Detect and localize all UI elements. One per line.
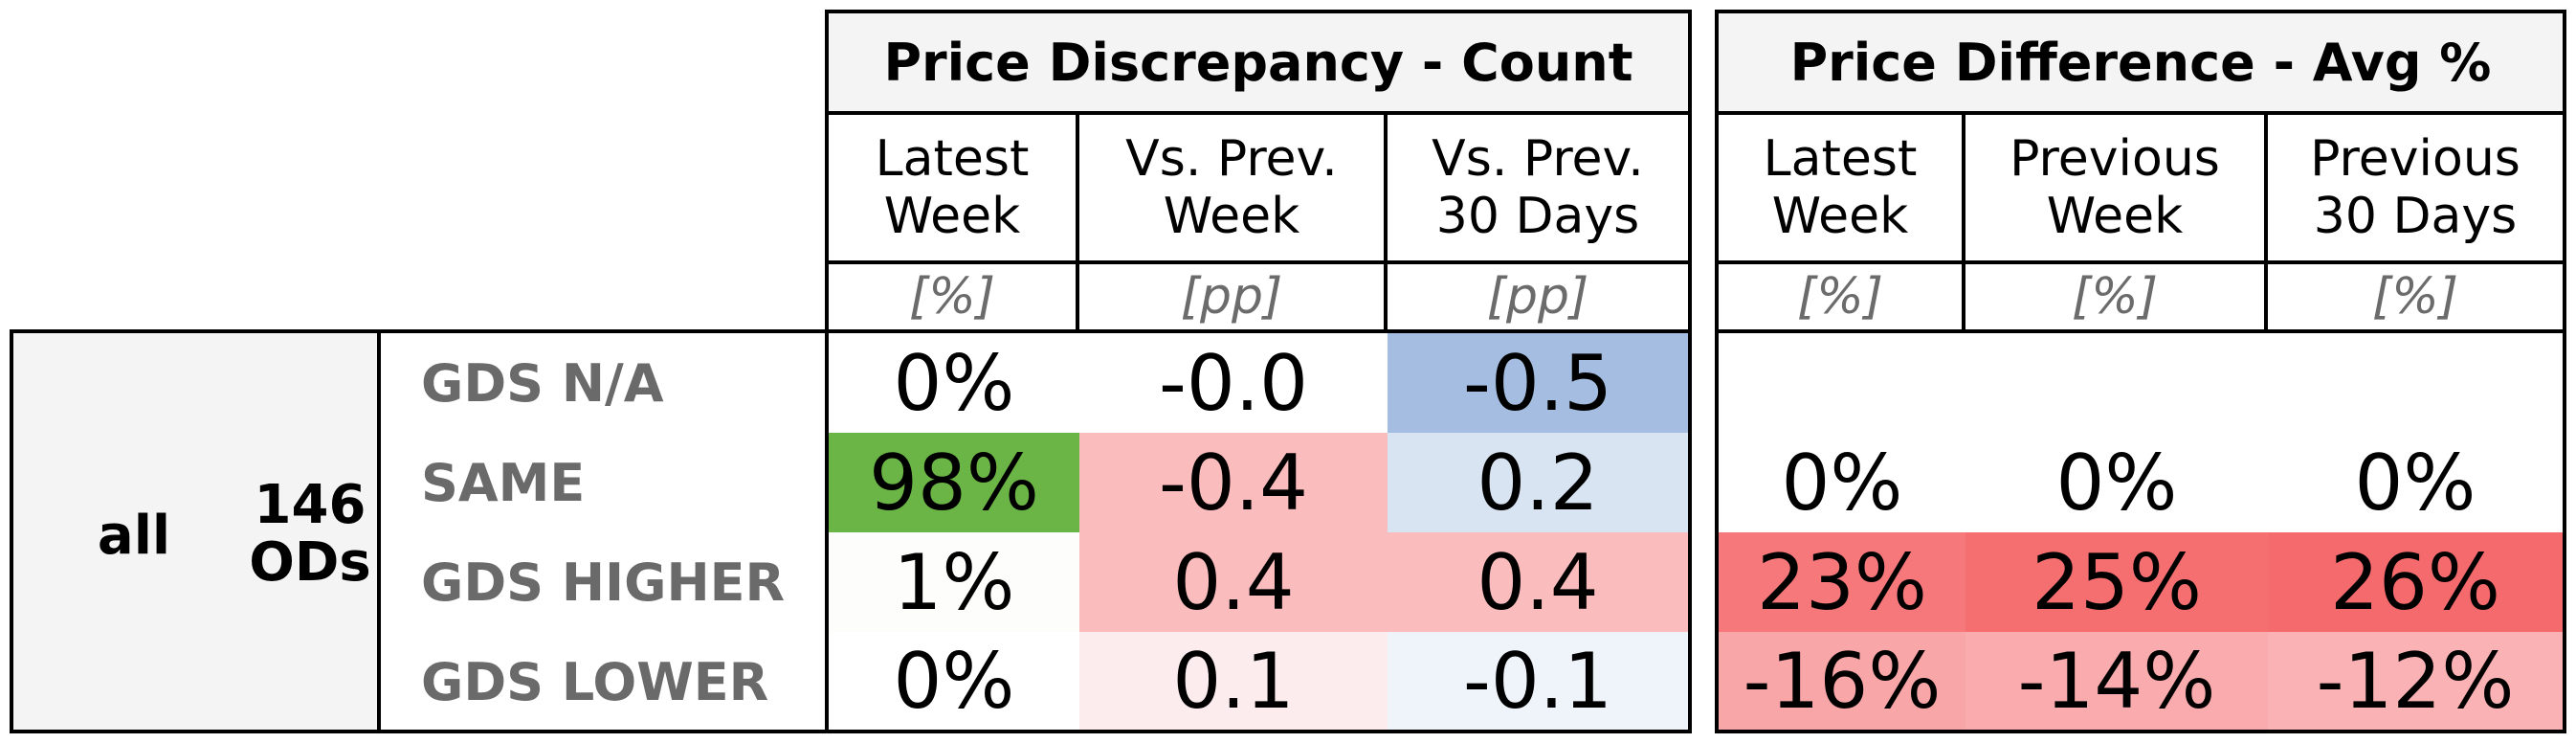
row-label-gds-higher: GDS HIGHER <box>421 552 786 613</box>
panel-avg-title: Price Difference - Avg % <box>1719 13 2563 115</box>
cell: 1% <box>829 532 1079 632</box>
cell <box>1965 333 2268 433</box>
panel-count-col-header-1: Vs. Prev. Week <box>1125 130 1338 245</box>
panel-avg-col-divider-1 <box>1962 115 1965 329</box>
cell: 0% <box>1719 433 1965 532</box>
cell: 0.4 <box>1388 532 1688 632</box>
group-count: 146 ODs <box>249 474 371 594</box>
panel-avg-col-header-1: Previous Week <box>2010 130 2220 245</box>
panel-count-col-unit-2: [pp] <box>1486 268 1589 326</box>
panel-count-col-unit-1: [pp] <box>1180 268 1283 326</box>
cell: 0% <box>1965 433 2268 532</box>
cell: -0.0 <box>1079 333 1388 433</box>
panel-avg-header-divider <box>1719 260 2563 264</box>
cell <box>1719 333 1965 433</box>
row-label-gds-lower: GDS LOWER <box>421 651 769 712</box>
panel-count-header-divider <box>829 260 1688 264</box>
panel-count-col-header-2: Vs. Prev. 30 Days <box>1432 130 1644 245</box>
rowlabels-top-border <box>377 329 827 333</box>
cell: -16% <box>1719 632 1965 730</box>
panel-avg-header: Price Difference - Avg % Latest Week Pre… <box>1715 10 2566 333</box>
panel-count-body: 0% -0.0 -0.5 98% -0.4 0.2 1% 0.4 0.4 0% … <box>825 329 1692 733</box>
cell: 25% <box>1965 532 2268 632</box>
panel-count-col-divider-2 <box>1384 115 1388 329</box>
cell: -0.5 <box>1388 333 1688 433</box>
panel-avg-col-divider-2 <box>2264 115 2268 329</box>
cell: 0.1 <box>1079 632 1388 730</box>
cell: 0.4 <box>1079 532 1388 632</box>
cell: 26% <box>2268 532 2563 632</box>
cell: 0.2 <box>1388 433 1688 532</box>
panel-count-header: Price Discrepancy - Count Latest Week Vs… <box>825 10 1692 333</box>
panel-avg-col-header-0: Latest Week <box>1763 130 1918 245</box>
panel-count-title: Price Discrepancy - Count <box>829 13 1688 115</box>
cell: -0.4 <box>1079 433 1388 532</box>
row-label-gds-na: GDS N/A <box>421 352 664 414</box>
panel-avg-body: 0% 0% 0% 23% 25% 26% -16% -14% -12% <box>1715 329 2566 733</box>
panel-avg-col-unit-1: [%] <box>2072 268 2158 326</box>
cell: -12% <box>2268 632 2563 730</box>
group-label: all <box>97 504 171 567</box>
cell: 98% <box>829 433 1079 532</box>
cell: 0% <box>2268 433 2563 532</box>
panel-avg-col-unit-2: [%] <box>2372 268 2458 326</box>
panel-avg-col-unit-0: [%] <box>1797 268 1883 326</box>
cell: 0% <box>829 632 1079 730</box>
row-label-same: SAME <box>421 452 586 513</box>
cell: 0% <box>829 333 1079 433</box>
panel-avg-col-header-2: Previous 30 Days <box>2310 130 2520 245</box>
panel-count-col-header-0: Latest Week <box>875 130 1030 245</box>
panel-count-col-unit-0: [%] <box>909 268 995 326</box>
cell <box>2268 333 2563 433</box>
rowlabels-bottom-border <box>377 730 827 733</box>
cell: 23% <box>1719 532 1965 632</box>
cell: -0.1 <box>1388 632 1688 730</box>
group-panel: all 146 ODs <box>10 329 381 733</box>
panel-count-col-divider-1 <box>1076 115 1079 329</box>
cell: -14% <box>1965 632 2268 730</box>
